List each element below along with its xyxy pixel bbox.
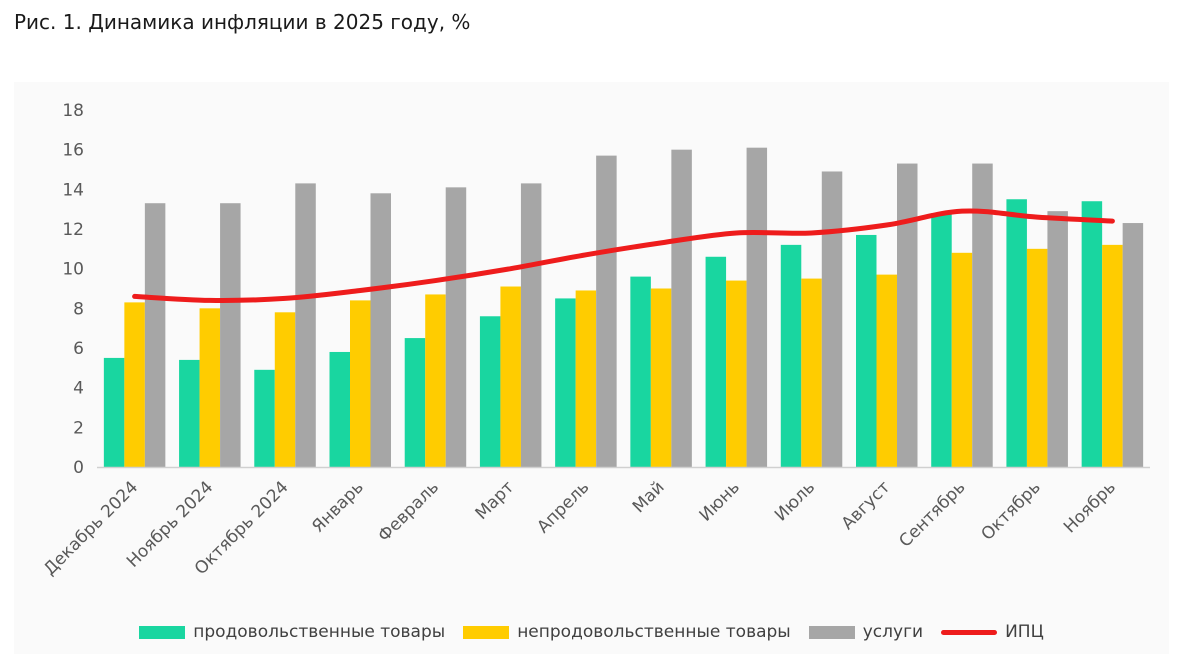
bar-nonfood: [650, 288, 672, 467]
x-tick-label: Июль: [771, 477, 819, 525]
bar-services: [144, 203, 166, 467]
bar-services: [370, 193, 391, 468]
bar-food: [404, 338, 426, 467]
bar-nonfood: [801, 278, 822, 467]
bar-food: [705, 256, 727, 467]
bar-services: [220, 203, 241, 467]
y-tick-label: 16: [62, 141, 84, 161]
bar-nonfood: [575, 290, 597, 467]
x-tick-label: Октябрь: [977, 477, 1044, 544]
legend-item-nonfood: непродовольственные товары: [463, 622, 791, 642]
bar-food: [931, 213, 952, 467]
y-tick-label: 8: [73, 299, 84, 319]
bar-services: [295, 183, 316, 467]
bar-food: [1081, 201, 1103, 467]
chart-title: Рис. 1. Динамика инфляции в 2025 году, %: [14, 10, 471, 34]
y-tick-label: 12: [62, 220, 84, 240]
bar-services: [671, 149, 692, 467]
cpi-line: [132, 208, 1115, 303]
bar-food: [555, 298, 576, 467]
bar-food: [254, 369, 275, 467]
bar-services: [821, 171, 843, 467]
x-tick-label: Май: [629, 477, 669, 517]
legend-item-food: продовольственные товары: [139, 622, 445, 642]
y-tick-label: 6: [73, 339, 84, 359]
x-tick-label: Декабрь 2024: [40, 477, 142, 579]
bar-services: [972, 163, 993, 468]
bar-nonfood: [1026, 248, 1048, 467]
bar-food: [329, 351, 350, 467]
bar-services: [897, 163, 918, 468]
y-tick-label: 10: [62, 260, 84, 280]
bar-nonfood: [274, 312, 296, 467]
bar-nonfood: [425, 294, 446, 467]
bar-food: [479, 316, 501, 467]
legend-swatch-nonfood: [463, 625, 510, 639]
bar-nonfood: [876, 274, 897, 467]
x-tick-label: Январь: [308, 477, 368, 537]
bar-services: [596, 155, 617, 467]
bar-nonfood: [1102, 244, 1123, 467]
legend-label-food: продовольственные товары: [193, 622, 446, 642]
legend-label-nonfood: непродовольственные товары: [517, 622, 791, 642]
legend-label-services: услуги: [862, 622, 924, 642]
x-tick-label: Июнь: [696, 477, 744, 525]
x-tick-label: Сентябрь: [895, 477, 969, 551]
bar-food: [103, 357, 125, 467]
legend: продовольственные товары непродовольстве…: [0, 622, 1183, 642]
x-tick-label: Август: [838, 477, 895, 534]
bar-food: [1006, 199, 1027, 467]
bar-services: [520, 183, 542, 467]
bar-food: [780, 244, 802, 467]
bar-nonfood: [199, 308, 221, 467]
bar-services: [746, 147, 768, 467]
legend-swatch-food: [139, 625, 186, 639]
legend-label-cpi: ИПЦ: [1005, 622, 1044, 642]
legend-swatch-services: [808, 625, 855, 639]
bar-services: [1122, 223, 1144, 467]
y-tick-label: 18: [62, 101, 84, 121]
bar-food: [856, 234, 877, 467]
bar-nonfood: [350, 300, 371, 467]
legend-item-cpi: ИПЦ: [941, 622, 1044, 642]
bar-services: [1047, 211, 1068, 467]
x-tick-label: Февраль: [374, 477, 443, 546]
bar-services: [445, 187, 467, 467]
y-tick-label: 0: [73, 458, 84, 478]
bar-food: [630, 276, 651, 467]
y-tick-label: 14: [62, 180, 84, 200]
bar-food: [179, 359, 200, 467]
bar-nonfood: [726, 280, 747, 467]
y-tick-label: 2: [73, 418, 84, 438]
bar-nonfood: [951, 252, 973, 467]
legend-swatch-cpi: [941, 629, 998, 635]
y-tick-label: 4: [73, 379, 84, 399]
legend-item-services: услуги: [808, 622, 924, 642]
x-tick-label: Ноябрь: [1060, 477, 1120, 537]
bar-nonfood: [500, 286, 521, 467]
x-tick-label: Апрель: [533, 477, 593, 537]
x-tick-label: Март: [472, 477, 519, 524]
bar-nonfood: [124, 302, 145, 467]
